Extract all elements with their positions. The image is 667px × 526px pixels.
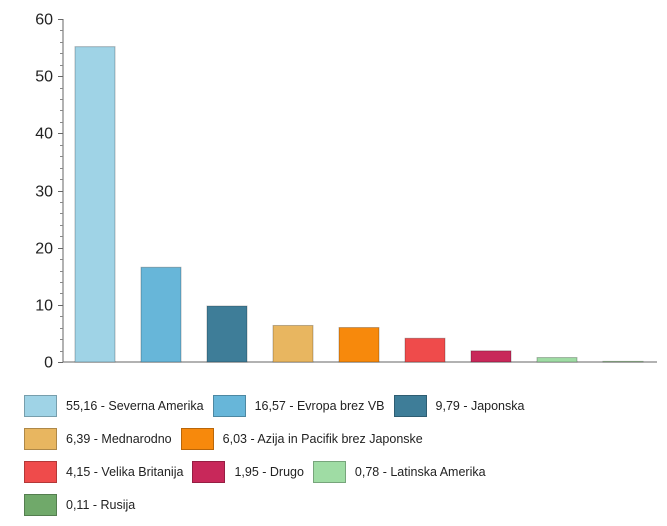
legend-label: 4,15 - Velika Britanija bbox=[66, 465, 184, 479]
bar-6 bbox=[404, 337, 446, 363]
y-tick-label: 50 bbox=[35, 69, 53, 86]
bar-7 bbox=[470, 350, 512, 363]
legend-item: 6,03 - Azija in Pacifik brez Japonske bbox=[180, 428, 423, 450]
legend-row: 55,16 - Severna Amerika 16,57 - Evropa br… bbox=[24, 394, 664, 418]
legend-label: 55,16 - Severna Amerika bbox=[66, 399, 204, 413]
legend-swatch bbox=[393, 395, 427, 417]
y-tick-label: 40 bbox=[35, 126, 53, 143]
legend-swatch bbox=[24, 428, 57, 450]
bar-4 bbox=[272, 324, 314, 363]
bar-chart: 0 10 20 30 40 50 60 bbox=[35, 12, 657, 372]
bar-3 bbox=[206, 305, 248, 363]
legend-item: 1,95 - Drugo bbox=[192, 461, 304, 483]
legend-item: 4,15 - Velika Britanija bbox=[24, 461, 183, 483]
legend-item: 0,78 - Latinska Amerika bbox=[312, 461, 486, 483]
legend-swatch bbox=[212, 395, 246, 417]
legend-item: 55,16 - Severna Amerika bbox=[24, 395, 204, 417]
y-tick-label: 0 bbox=[44, 355, 53, 372]
bar-1 bbox=[74, 46, 116, 363]
legend-label: 16,57 - Evropa brez VB bbox=[254, 399, 385, 413]
legend-swatch bbox=[180, 428, 214, 450]
legend-label: 1,95 - Drugo bbox=[234, 465, 304, 479]
legend-label: 0,78 - Latinska Amerika bbox=[354, 465, 486, 479]
legend-label: 0,11 - Rusija bbox=[66, 498, 136, 512]
y-tick-label: 20 bbox=[35, 241, 53, 258]
chart-canvas: 0 10 20 30 40 50 60 bbox=[35, 12, 657, 372]
legend-swatch bbox=[192, 461, 226, 483]
bar-5 bbox=[338, 327, 380, 363]
legend-swatch bbox=[24, 494, 57, 516]
legend-item: 6,39 - Mednarodno bbox=[24, 428, 172, 450]
y-tick-label: 30 bbox=[35, 184, 53, 201]
y-tick-label: 60 bbox=[35, 12, 53, 29]
legend-item: 16,57 - Evropa brez VB bbox=[212, 395, 385, 417]
legend: 55,16 - Severna Amerika 16,57 - Evropa br… bbox=[24, 394, 664, 526]
legend-swatch bbox=[24, 461, 57, 483]
legend-label: 9,79 - Japonska bbox=[435, 399, 525, 413]
legend-item: 0,11 - Rusija bbox=[24, 494, 135, 516]
bar-9 bbox=[602, 360, 644, 363]
legend-row: 0,11 - Rusija bbox=[24, 493, 664, 517]
legend-item: 9,79 - Japonska bbox=[393, 395, 525, 417]
legend-swatch bbox=[312, 461, 346, 483]
bar-8 bbox=[536, 357, 578, 363]
bar-2 bbox=[140, 266, 182, 363]
y-tick-label: 10 bbox=[35, 298, 53, 315]
legend-label: 6,39 - Mednarodno bbox=[66, 432, 172, 446]
legend-row: 6,39 - Mednarodno 6,03 - Azija in Pacifik… bbox=[24, 427, 664, 451]
legend-swatch bbox=[24, 395, 57, 417]
legend-label: 6,03 - Azija in Pacifik brez Japonske bbox=[222, 432, 423, 446]
legend-row: 4,15 - Velika Britanija 1,95 - Drugo 0,78 … bbox=[24, 460, 664, 484]
